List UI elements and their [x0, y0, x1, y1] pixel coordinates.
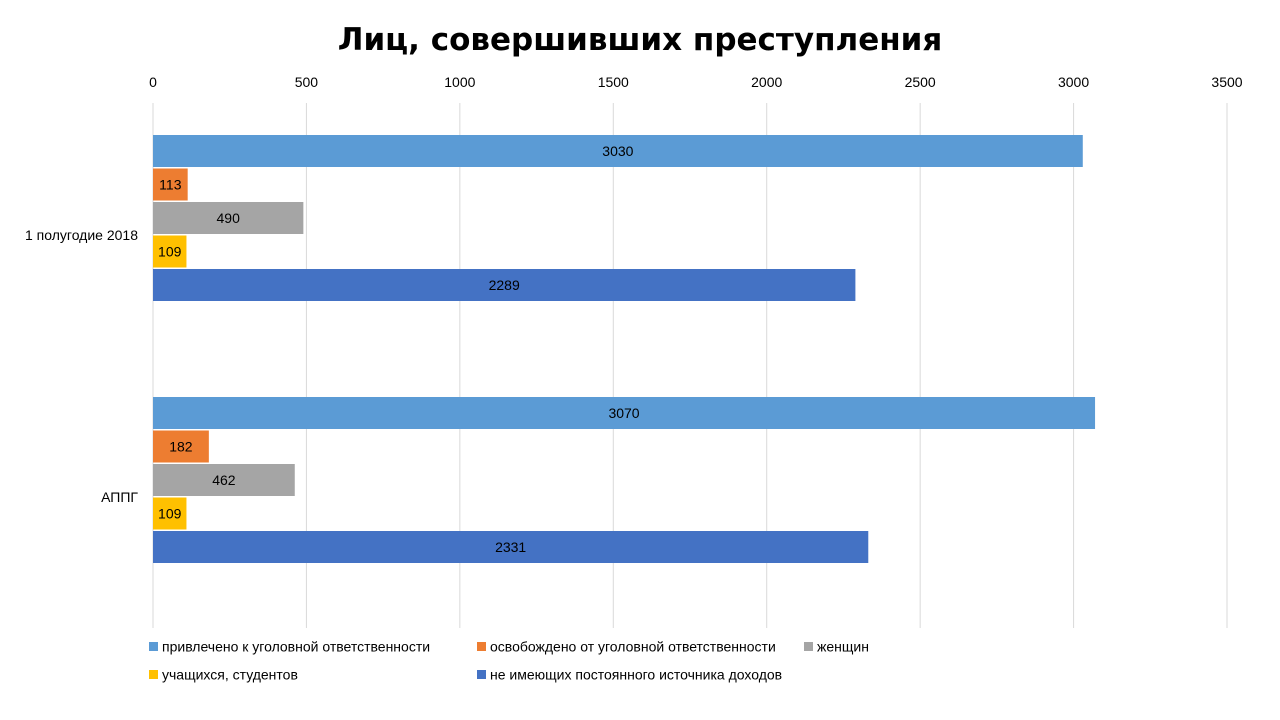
x-tick-label: 0	[149, 74, 157, 90]
data-label: 3070	[608, 405, 639, 421]
data-labels: 3030 113 490 109 2289 3070 182 462 109 2331	[158, 143, 640, 555]
data-label: 113	[159, 177, 182, 193]
legend-item-label: не имеющих постоянного источника доходов	[490, 667, 782, 683]
x-tick-label: 3500	[1211, 74, 1242, 90]
bar	[153, 430, 209, 463]
y-axis-categories: 1 полугодие 2018 АППГ	[25, 227, 138, 505]
legend-swatch	[477, 670, 486, 679]
chart-title: Лиц, совершивших преступления	[337, 22, 943, 58]
legend: привлечено к уголовной ответственности ос…	[149, 639, 869, 683]
data-label: 109	[158, 244, 182, 260]
data-label: 3030	[602, 143, 633, 159]
data-label: 2331	[495, 539, 526, 555]
legend-swatch	[149, 670, 158, 679]
legend-swatch	[804, 642, 813, 651]
data-label: 182	[169, 439, 193, 455]
legend-item-label: привлечено к уголовной ответственности	[162, 639, 430, 655]
legend-item-label: женщин	[817, 639, 869, 655]
x-tick-label: 2000	[751, 74, 782, 90]
data-label: 462	[212, 472, 236, 488]
bar	[153, 531, 869, 563]
bar	[153, 135, 1083, 167]
legend-swatch	[477, 642, 486, 651]
category-label: АППГ	[101, 489, 138, 505]
x-axis-ticks: 0 500 1000 1500 2000 2500 3000 3500	[149, 74, 1243, 90]
bar	[153, 497, 187, 530]
x-tick-label: 500	[295, 74, 319, 90]
legend-swatch	[149, 642, 158, 651]
data-label: 490	[217, 210, 241, 226]
bar	[153, 397, 1096, 429]
x-tick-label: 2500	[905, 74, 936, 90]
bar	[153, 464, 295, 496]
bar	[153, 202, 304, 234]
legend-item-label: учащихся, студентов	[162, 667, 298, 683]
bar	[153, 235, 187, 268]
bar	[153, 269, 856, 301]
category-label: 1 полугодие 2018	[25, 227, 138, 243]
data-label: 2289	[489, 277, 520, 293]
x-tick-label: 3000	[1058, 74, 1089, 90]
bars	[153, 135, 1096, 563]
x-tick-label: 1500	[598, 74, 629, 90]
data-label: 109	[158, 506, 182, 522]
x-tick-label: 1000	[444, 74, 475, 90]
legend-item-label: освобождено от уголовной ответственности	[490, 639, 776, 655]
bar	[153, 168, 188, 201]
